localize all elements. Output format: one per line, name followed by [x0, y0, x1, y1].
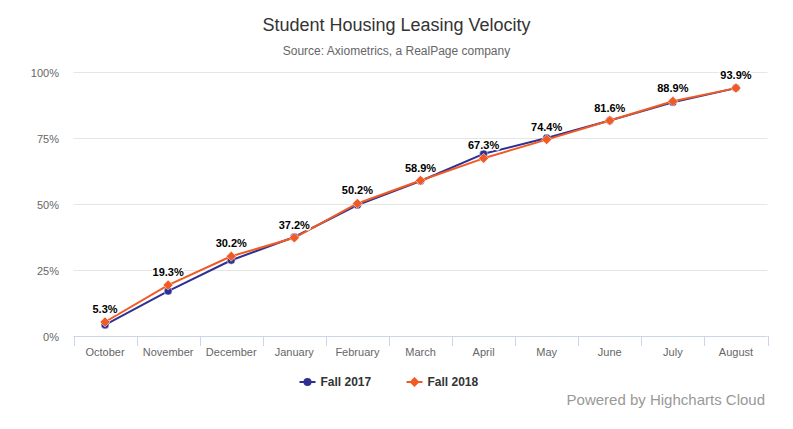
x-tick-label: October [85, 346, 124, 358]
legend-label: Fall 2017 [321, 375, 372, 389]
chart-container: Student Housing Leasing Velocity Source: … [0, 0, 793, 429]
plot-area [100, 83, 741, 329]
data-label: 74.4% [531, 121, 562, 133]
x-tick [200, 336, 201, 346]
x-tick [704, 336, 705, 346]
x-tick [641, 336, 642, 346]
series-line [105, 88, 736, 322]
data-label: 5.3% [93, 303, 118, 315]
x-tick-label: July [663, 346, 683, 358]
grid-line [74, 72, 768, 73]
x-tick [578, 336, 579, 346]
data-labels: 5.3% 19.3% 30.2% 37.2% 50.2% 58.9% 67.3% 74.4% 8… [93, 69, 752, 315]
x-tick [768, 336, 769, 346]
x-tick-label: February [335, 346, 380, 358]
data-label: 50.2% [342, 184, 373, 196]
data-label: 88.9% [657, 82, 688, 94]
grid-line [74, 204, 768, 205]
title: Student Housing Leasing Velocity [262, 15, 530, 35]
y-tick-label: 25% [37, 265, 59, 277]
point-marker [163, 280, 173, 290]
point-marker [731, 83, 741, 93]
x-tick [74, 336, 75, 346]
point-marker [605, 116, 615, 126]
x-tick-label: June [598, 346, 622, 358]
chart-svg: Student Housing Leasing Velocity Source: … [0, 0, 793, 429]
legend: Fall 2017 Fall 2018 [300, 375, 479, 389]
data-label: 58.9% [405, 162, 436, 174]
data-label: 67.3% [468, 139, 499, 151]
data-label: 37.2% [279, 219, 310, 231]
x-tick [389, 336, 390, 346]
data-label: 81.6% [594, 102, 625, 114]
series-line [105, 88, 736, 325]
point-marker [542, 135, 552, 145]
x-axis-line [74, 336, 768, 337]
subtitle: Source: Axiometrics, a RealPage company [283, 44, 510, 58]
point-marker [479, 153, 489, 163]
legend-label: Fall 2018 [428, 375, 479, 389]
x-tick-label: April [473, 346, 495, 358]
point-marker [668, 96, 678, 106]
y-tick-label: 75% [37, 133, 59, 145]
x-tick [452, 336, 453, 346]
legend-symbol [410, 377, 420, 387]
legend-symbol [304, 378, 312, 386]
credits: Powered by Highcharts Cloud [567, 391, 765, 408]
data-label: 93.9% [720, 69, 751, 81]
x-tick-label: August [719, 346, 753, 358]
x-tick-label: January [275, 346, 315, 358]
x-tick [515, 336, 516, 346]
x-tick-label: December [206, 346, 257, 358]
point-marker [732, 84, 740, 92]
point-marker [100, 317, 110, 327]
x-tick [263, 336, 264, 346]
x-tick-label: March [405, 346, 436, 358]
x-tick-label: November [143, 346, 194, 358]
x-tick-label: May [536, 346, 557, 358]
point-marker [226, 251, 236, 261]
x-tick [137, 336, 138, 346]
y-tick-label: 50% [37, 199, 59, 211]
grid-line [74, 336, 768, 337]
point-marker [289, 233, 299, 243]
y-tick-label: 100% [31, 67, 59, 79]
grid-line [74, 138, 768, 139]
data-label: 19.3% [153, 266, 184, 278]
point-marker [416, 176, 426, 186]
x-tick [326, 336, 327, 346]
data-label: 30.2% [216, 237, 247, 249]
y-tick-label: 0% [43, 331, 59, 343]
point-marker [606, 117, 614, 125]
point-marker [352, 198, 362, 208]
